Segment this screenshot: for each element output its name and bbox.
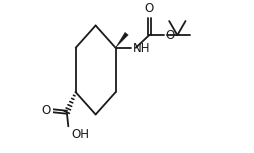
- Text: O: O: [165, 29, 174, 42]
- Text: OH: OH: [71, 128, 89, 141]
- Text: NH: NH: [133, 42, 150, 55]
- Text: O: O: [144, 2, 153, 15]
- Text: O: O: [41, 104, 50, 116]
- Polygon shape: [115, 32, 128, 48]
